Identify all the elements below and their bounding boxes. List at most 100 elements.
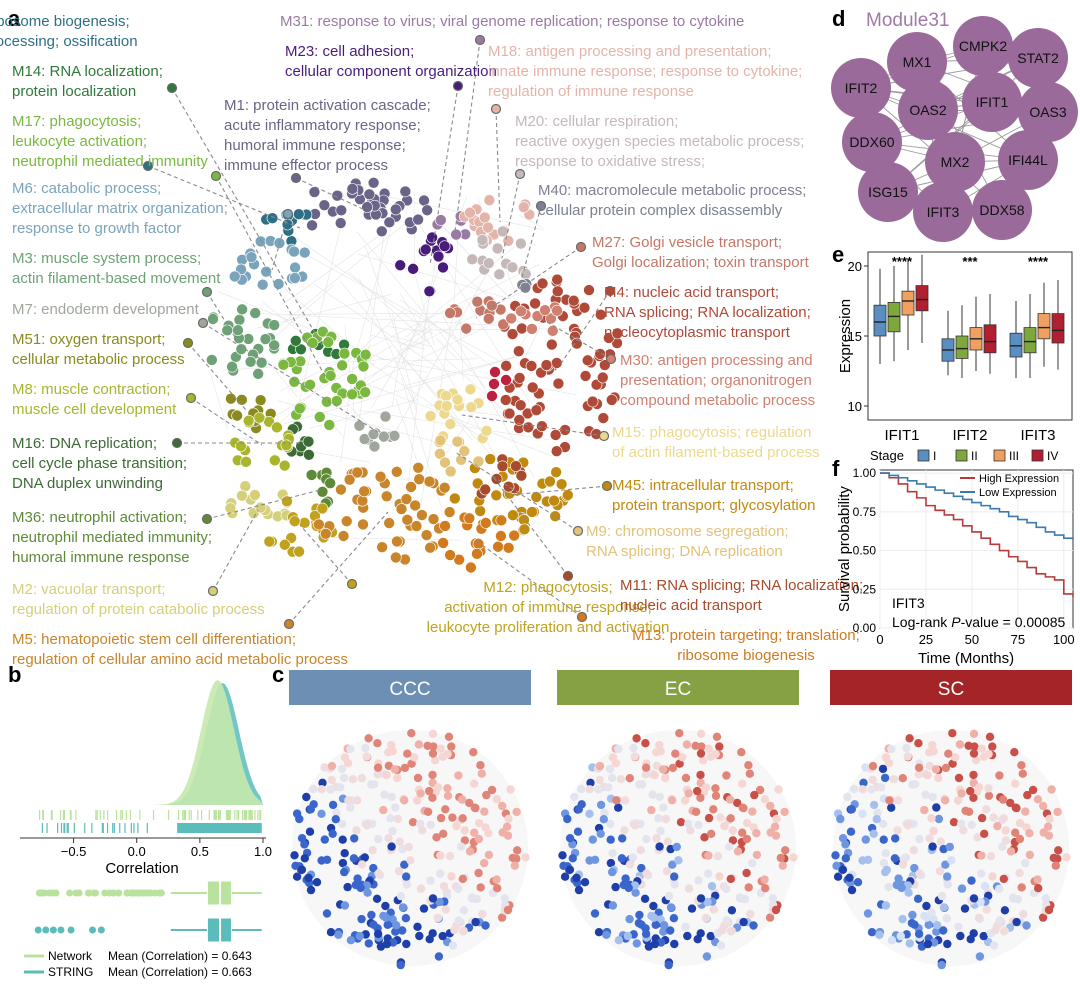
outlier: [49, 926, 57, 934]
network-node: [715, 872, 724, 881]
network-node: [760, 795, 770, 804]
network-node: [340, 867, 349, 877]
network-node: [560, 872, 570, 881]
module-leader-lines: [142, 34, 617, 630]
network-node: [428, 929, 437, 938]
network-node: [675, 759, 684, 768]
network-node: [390, 551, 402, 564]
network-node: [474, 834, 484, 844]
network-node: [401, 514, 414, 526]
network-node: [611, 759, 621, 768]
outlier: [129, 889, 137, 897]
module-label-line: cellular metabolic process: [12, 351, 185, 368]
network-node: [728, 826, 737, 835]
network-node: [890, 854, 900, 863]
network-node: [450, 228, 462, 241]
leader-dot: [201, 286, 213, 298]
network-edge: [292, 214, 344, 430]
network-node: [522, 421, 535, 434]
network-node: [460, 322, 473, 335]
network-node: [340, 849, 349, 858]
network-node: [974, 913, 984, 923]
network-node: [712, 732, 722, 741]
network-node: [650, 939, 660, 949]
cluster-m11: [475, 453, 528, 500]
network-node: [306, 885, 316, 895]
network-node: [604, 783, 613, 792]
network-node: [625, 914, 634, 924]
network-node: [413, 922, 422, 931]
module-label-line: M9: chromosome segregation;: [586, 523, 789, 540]
network-node: [1044, 905, 1054, 915]
module-network: [206, 176, 624, 574]
network-node: [334, 930, 343, 939]
network-node: [585, 856, 594, 865]
network-node: [402, 939, 411, 949]
network-node: [380, 790, 389, 799]
network-node: [969, 894, 979, 903]
leader-dot: [576, 611, 588, 623]
network-node: [928, 740, 937, 750]
network-node: [887, 744, 896, 754]
network-node: [335, 483, 347, 496]
network-node: [684, 789, 693, 798]
network-node: [291, 861, 300, 870]
network-node: [387, 740, 396, 750]
network-node: [993, 821, 1002, 831]
network-node: [546, 325, 559, 337]
y-tick-label: 0.75: [853, 505, 877, 519]
network-node: [288, 515, 301, 528]
network-node: [278, 538, 291, 551]
network-node: [304, 873, 313, 882]
module-label-line: nucleic acid transport: [620, 597, 763, 614]
network-node: [896, 931, 905, 941]
module31-title: Module31: [866, 10, 949, 31]
module-label-m30: M30: antigen processing and presentation;…: [620, 352, 815, 409]
network-node: [394, 866, 404, 876]
network-node: [519, 281, 532, 294]
network-node: [304, 379, 316, 391]
network-node: [684, 819, 693, 828]
network-node: [471, 803, 480, 813]
network-node: [423, 285, 436, 298]
network-node: [934, 773, 943, 783]
network-node: [502, 542, 515, 554]
network-node: [567, 294, 580, 307]
network-node: [663, 837, 672, 846]
network-edge: [402, 358, 478, 362]
network-node: [1011, 779, 1020, 788]
network-node: [471, 548, 483, 560]
network-node: [382, 939, 392, 949]
network-node: [395, 503, 408, 515]
network-node: [526, 381, 539, 394]
network-node: [640, 894, 650, 903]
network-node: [530, 491, 543, 503]
network-node: [967, 820, 976, 830]
leader-line: [212, 509, 259, 592]
network-node: [977, 813, 987, 823]
network-node: [447, 742, 456, 751]
network-node: [404, 842, 413, 852]
pvalue-p: P: [951, 614, 961, 630]
network-node: [957, 819, 966, 828]
module-label-line: ribosome biogenesis: [677, 647, 815, 664]
network-node: [635, 780, 644, 789]
network-node: [271, 421, 283, 434]
network-node: [655, 740, 664, 750]
leader-dot: [142, 160, 154, 172]
network-node: [448, 941, 458, 950]
network-node: [390, 765, 400, 774]
network-node: [526, 506, 538, 518]
network-node: [454, 884, 463, 894]
network-node: [969, 929, 978, 938]
network-node: [460, 826, 469, 835]
network-edge: [388, 326, 434, 334]
network-node: [418, 194, 430, 207]
y-tick-label: 0.00: [853, 621, 877, 635]
network-node: [624, 883, 633, 893]
network-node: [435, 897, 444, 907]
module-label-m5: M5: hematopoietic stem cell differentiat…: [12, 631, 348, 668]
network-node: [1010, 748, 1019, 757]
network-node: [400, 796, 409, 805]
network-node: [599, 815, 608, 824]
